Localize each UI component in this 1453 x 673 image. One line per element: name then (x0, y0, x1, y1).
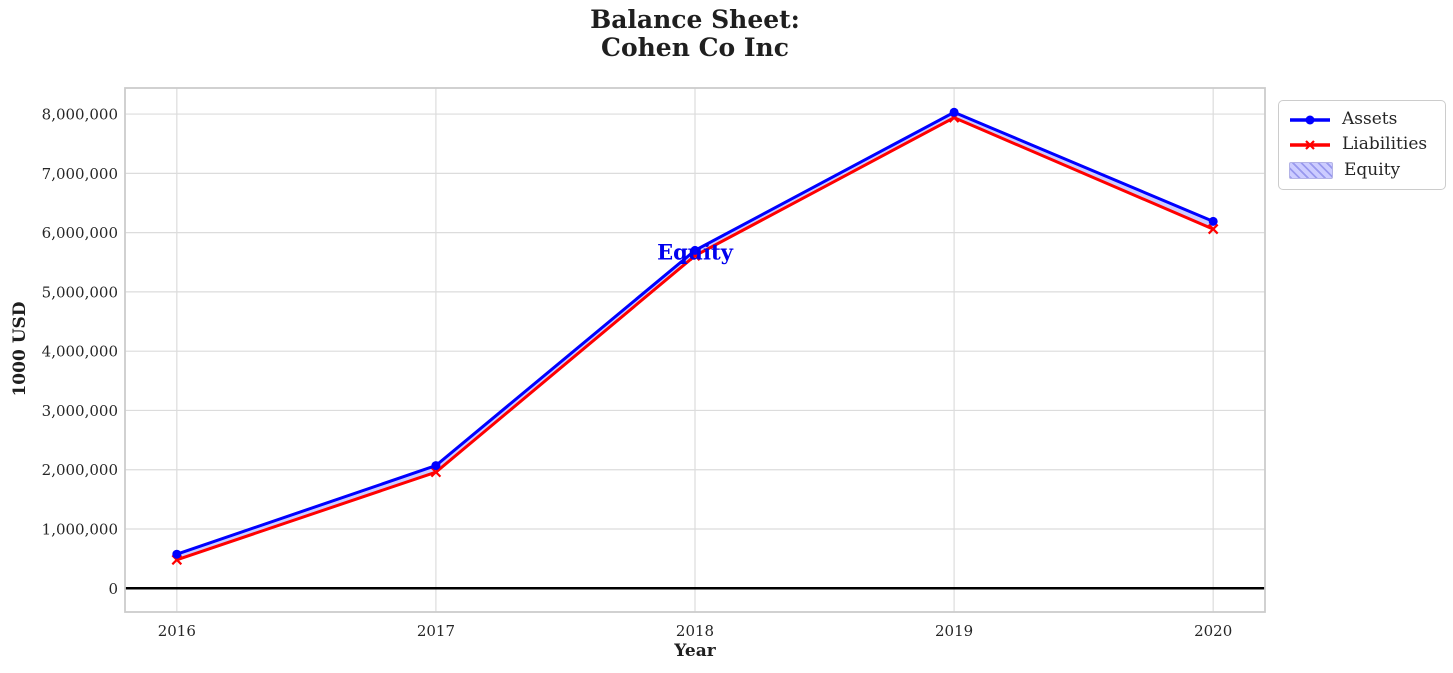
legend-item-liabilities: Liabilities (1289, 132, 1435, 157)
x-axis-label: Year (674, 641, 716, 661)
chart-title-line1: Balance Sheet: (590, 5, 800, 34)
axes-frame (124, 87, 1266, 613)
assets-marker (172, 549, 182, 559)
y-tick-label: 8,000,000 (42, 106, 118, 124)
assets-marker (431, 461, 441, 471)
legend-label-liabilities: Liabilities (1342, 134, 1428, 155)
x-tick-label: 2017 (417, 622, 455, 640)
equity-hatch-patch-icon (1289, 161, 1333, 179)
assets-marker (690, 245, 700, 255)
liabilities-marker (430, 466, 442, 478)
y-tick-label: 5,000,000 (42, 283, 118, 301)
equity-annotation: Equity (657, 239, 733, 265)
y-tick-label: 3,000,000 (42, 402, 118, 420)
assets-line-icon (1290, 115, 1330, 125)
chart-title: Balance Sheet: Cohen Co Inc (125, 6, 1265, 62)
assets-marker (1208, 216, 1218, 226)
legend-item-assets: Assets (1289, 107, 1435, 132)
legend-label-assets: Assets (1342, 109, 1398, 130)
x-tick-label: 2016 (158, 622, 196, 640)
liabilities-marker (1207, 223, 1219, 235)
legend: Assets Liabilities Equity (1278, 100, 1446, 190)
y-tick-label: 1,000,000 (42, 521, 118, 539)
x-tick-label: 2019 (935, 622, 973, 640)
y-tick-label: 7,000,000 (42, 165, 118, 183)
y-tick-label: 0 (108, 580, 118, 598)
x-tick-label: 2020 (1194, 622, 1232, 640)
y-tick-label: 2,000,000 (42, 461, 118, 479)
legend-item-equity: Equity (1289, 158, 1435, 183)
y-axis-label: 1000 USD (10, 301, 30, 397)
legend-label-equity: Equity (1344, 159, 1401, 180)
liabilities-line-icon (1290, 140, 1330, 150)
chart-title-line2: Cohen Co Inc (601, 33, 789, 62)
x-tick-label: 2018 (676, 622, 714, 640)
assets-marker (949, 107, 959, 117)
y-tick-label: 6,000,000 (42, 224, 118, 242)
y-tick-label: 4,000,000 (42, 343, 118, 361)
